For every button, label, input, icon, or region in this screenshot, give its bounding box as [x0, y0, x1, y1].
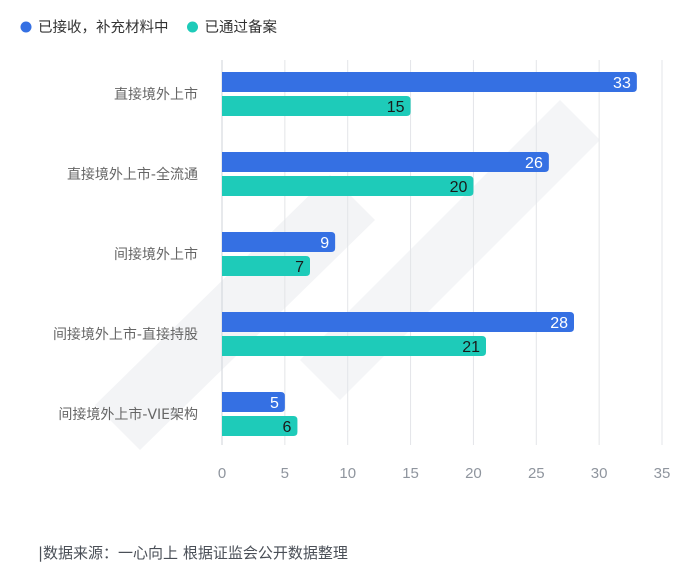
bar — [222, 392, 285, 412]
bar — [222, 256, 310, 276]
x-tick-label: 25 — [528, 465, 545, 482]
x-tick-label: 0 — [218, 465, 226, 482]
bar-value-label: 15 — [387, 99, 405, 116]
source-note: |数据来源：一心向上 根据证监会公开数据整理 — [38, 544, 348, 562]
category-label: 间接境外上市-直接持股 — [53, 326, 198, 343]
legend-marker — [20, 21, 32, 33]
legend-marker — [187, 21, 198, 33]
bar-value-label: 7 — [295, 259, 304, 276]
bar — [222, 312, 574, 332]
bar-value-label: 33 — [613, 75, 631, 92]
bar-value-label: 5 — [270, 395, 279, 412]
bar — [222, 152, 549, 172]
category-labels: 直接境外上市直接境外上市-全流通间接境外上市间接境外上市-直接持股间接境外上市-… — [53, 86, 198, 423]
legend-label: 已接收，补充材料中 — [38, 19, 169, 36]
category-label: 直接境外上市 — [114, 86, 198, 103]
x-tick-label: 5 — [281, 465, 289, 482]
bar — [222, 232, 336, 252]
bar-value-label: 28 — [550, 315, 568, 332]
bar-value-label: 20 — [450, 179, 468, 196]
x-tick-label: 30 — [591, 465, 608, 482]
legend: 已接收，补充材料中 已通过备案 — [20, 18, 278, 36]
category-label: 间接境外上市-VIE架构 — [58, 406, 198, 423]
bar-value-label: 21 — [462, 339, 480, 356]
bar-value-label: 6 — [283, 419, 292, 436]
x-tick-label: 15 — [402, 465, 419, 482]
legend-label: 已通过备案 — [205, 18, 278, 36]
bars: 33 15 26 20 97 28 21 56 — [222, 72, 637, 436]
bar — [222, 72, 637, 92]
category-label: 间接境外上市 — [114, 246, 198, 263]
bar — [222, 176, 474, 196]
x-tick-label: 10 — [339, 465, 356, 482]
source-note-text: |数据来源：一心向上 根据证监会公开数据整理 — [38, 544, 348, 562]
bar-value-label: 26 — [525, 155, 543, 172]
bar — [222, 96, 411, 116]
x-tick-label: 20 — [465, 465, 482, 482]
grid-lines — [221, 60, 663, 445]
category-label: 直接境外上市-全流通 — [67, 166, 198, 183]
bar-value-label: 9 — [320, 235, 329, 252]
bar — [222, 336, 486, 356]
x-tick-label: 35 — [654, 465, 671, 482]
bar — [222, 416, 298, 436]
x-tick-labels: 0 5 10 15 20 25 30 35 — [218, 465, 671, 482]
